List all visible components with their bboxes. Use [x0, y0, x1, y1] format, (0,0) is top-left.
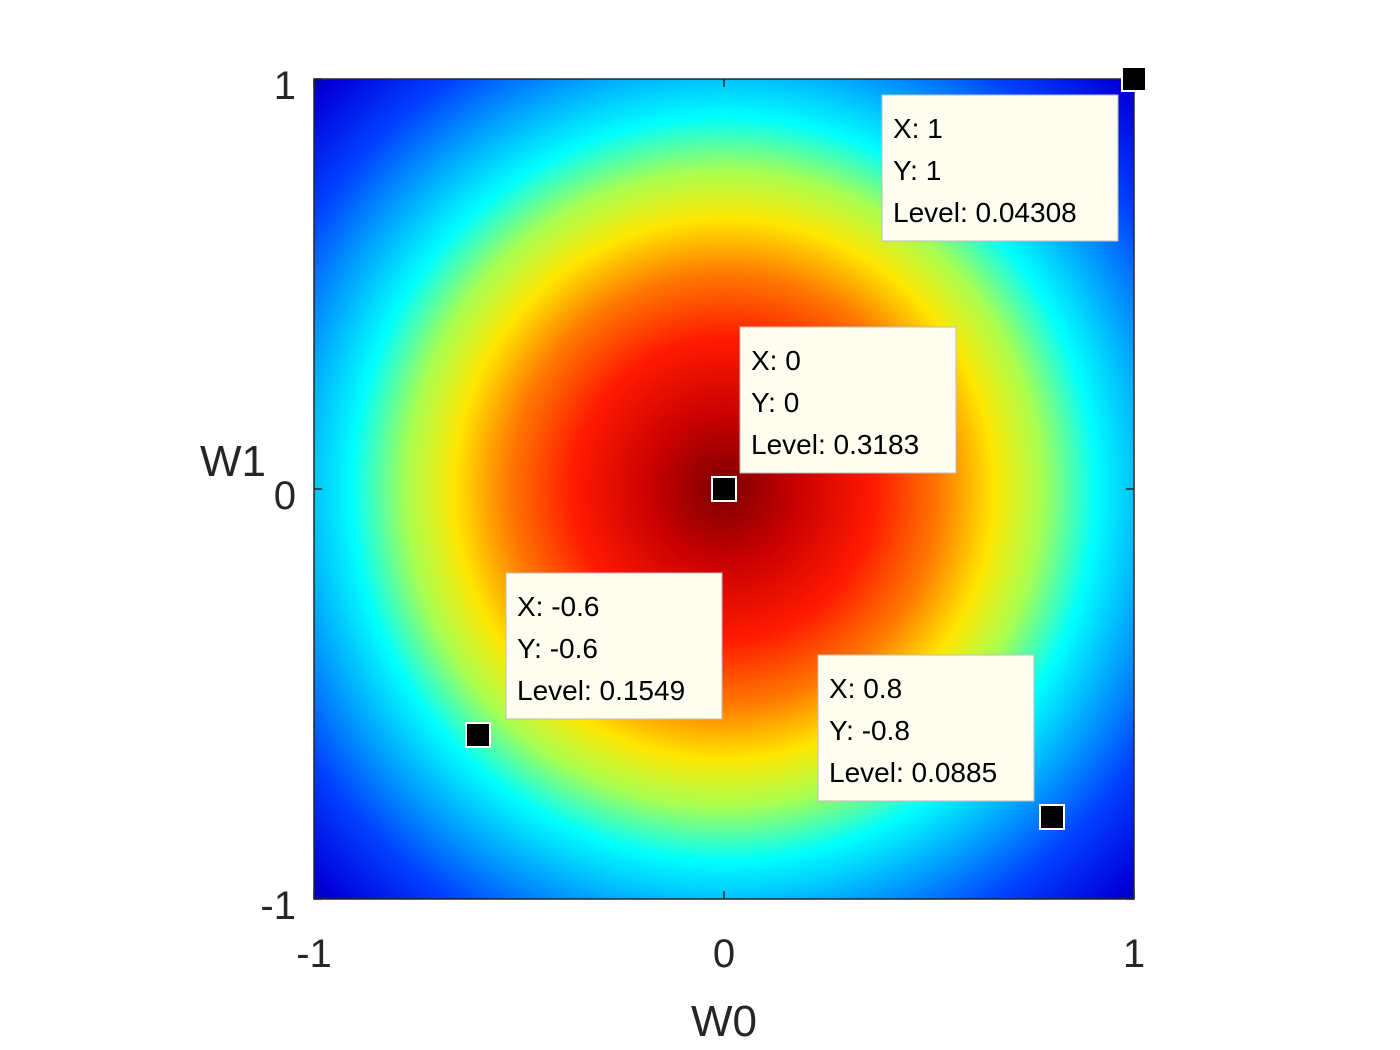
- data-tip[interactable]: X: -0.6 Y: -0.6 Level: 0.1549: [465, 572, 723, 748]
- data-tip-line: Level: 0.1549: [517, 675, 685, 706]
- data-tip-line: Level: 0.04308: [893, 197, 1077, 228]
- data-tip-line: Y: -0.6: [517, 633, 598, 664]
- data-tip-box: [739, 326, 957, 474]
- x-axis-label: W0: [691, 997, 757, 1046]
- data-tip-line: Level: 0.0885: [829, 757, 997, 788]
- data-tip-line: X: -0.6: [517, 591, 599, 622]
- y-tick-label: -1: [260, 884, 296, 928]
- data-tip-line: Level: 0.3183: [751, 429, 919, 460]
- data-tip-box: [881, 94, 1119, 242]
- data-tip-marker[interactable]: [711, 476, 737, 502]
- data-tip-marker[interactable]: [1039, 804, 1065, 830]
- data-tip[interactable]: X: 0 Y: 0 Level: 0.3183: [711, 326, 957, 502]
- tick-labels: -1 0 1 -1 0 1: [260, 64, 1145, 976]
- data-tip-line: X: 0: [751, 345, 801, 376]
- x-tick-label: -1: [296, 932, 332, 976]
- x-tick-label: 0: [713, 932, 735, 976]
- data-tip-box: [505, 572, 723, 720]
- data-tip-marker[interactable]: [1121, 66, 1147, 92]
- data-tip-box: [817, 654, 1035, 802]
- y-axis-label: W1: [200, 437, 266, 486]
- data-tip-marker[interactable]: [465, 722, 491, 748]
- data-tip[interactable]: X: 1 Y: 1 Level: 0.04308: [881, 66, 1147, 242]
- data-tips: X: 1 Y: 1 Level: 0.04308 X: 0 Y: 0 Level: 0.3…: [465, 66, 1147, 830]
- data-tip-line: X: 1: [893, 113, 943, 144]
- x-tick-label: 1: [1123, 932, 1145, 976]
- y-tick-label: 1: [274, 64, 296, 108]
- data-tip-line: Y: -0.8: [829, 715, 910, 746]
- data-tip-line: Y: 0: [751, 387, 799, 418]
- data-tip-line: Y: 1: [893, 155, 941, 186]
- data-tip[interactable]: X: 0.8 Y: -0.8 Level: 0.0885: [817, 654, 1065, 830]
- y-tick-label: 0: [274, 474, 296, 518]
- data-tip-line: X: 0.8: [829, 673, 902, 704]
